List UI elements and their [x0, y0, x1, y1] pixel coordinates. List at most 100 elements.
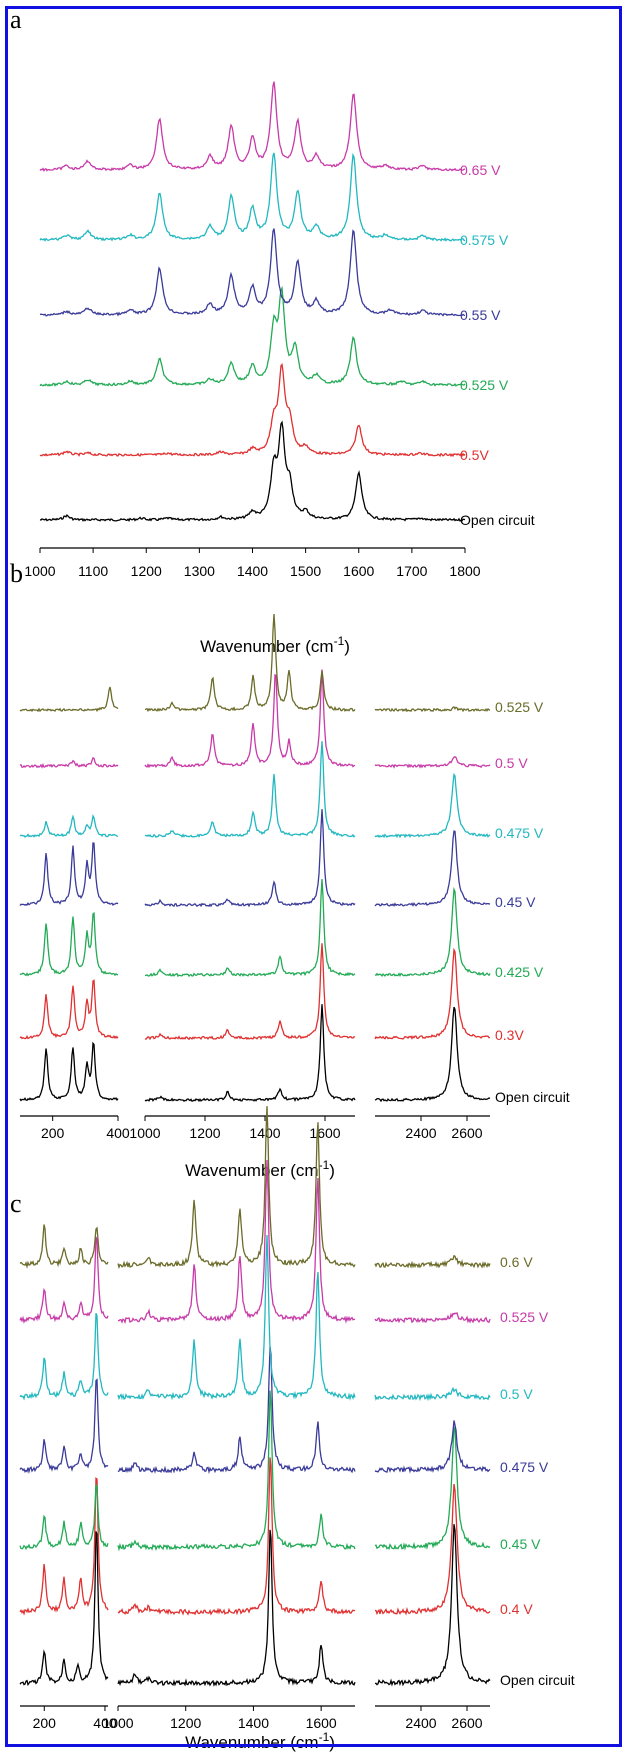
series-label: 0.55 V	[460, 307, 501, 323]
series-line-open-circuit-seg2	[374, 1006, 491, 1103]
panel-c-xlabel-close: )	[329, 1733, 335, 1752]
panel-b-xlabel-close: )	[329, 1161, 335, 1180]
series-line-0.6-v-seg2	[374, 1254, 491, 1269]
series-line-0.475-v-seg1	[144, 741, 356, 838]
series-line-0.425-v-seg1	[144, 878, 356, 978]
series-line-0.5-v-seg1	[144, 669, 356, 769]
series-line-open-circuit-seg0	[39, 420, 466, 523]
series-line-0.3v-seg1	[144, 943, 356, 1041]
x-tick-label: 1400	[237, 563, 268, 579]
panel-b: b Wavenumber (cm-1) 200 400 1000 1200 1400 16…	[10, 559, 570, 1180]
series-line-0.45-v-seg1	[117, 1390, 356, 1552]
series-label: 0.45 V	[500, 1536, 541, 1552]
series-label: 0.65 V	[460, 162, 501, 178]
x-tick-label: 200	[41, 1125, 65, 1141]
series-label: 0.45 V	[495, 894, 536, 910]
series-line-open-circuit-seg1	[117, 1529, 356, 1687]
series-line-0.45-v-seg1	[144, 809, 356, 908]
series-label: 0.525 V	[495, 699, 544, 715]
panel-a-xlabel: Wavenumber (cm-1)	[200, 634, 350, 656]
x-tick-label: 1500	[290, 563, 321, 579]
series-label: 0.3V	[495, 1027, 524, 1043]
x-tick-label: 1200	[170, 1715, 201, 1731]
series-label: 0.525 V	[460, 377, 509, 393]
x-tick-label: 2400	[405, 1125, 436, 1141]
panel-b-xlabel-sup: -1	[319, 1158, 330, 1172]
panel-a-xlabel-sup: -1	[334, 634, 345, 648]
x-tick-label: 1600	[306, 1715, 337, 1731]
series-label: 0.525 V	[500, 1309, 549, 1325]
series-label: Open circuit	[500, 1672, 575, 1688]
series-line-0.4-v-seg0	[19, 1476, 109, 1616]
x-tick-label: 1000	[102, 1715, 133, 1731]
series-line-0.45-v-seg0	[19, 1484, 109, 1551]
series-line-0.3v-seg2	[374, 947, 491, 1040]
series-line-0.525-v-seg1	[144, 614, 356, 713]
panel-b-xlabel: Wavenumber (cm-1)	[185, 1158, 335, 1180]
series-line-0.4-v-seg1	[117, 1457, 356, 1616]
series-line-0.425-v-seg2	[374, 886, 491, 978]
series-line-0.5-v-seg1	[117, 1234, 356, 1401]
series-label: 0.475 V	[500, 1459, 549, 1475]
series-label: 0.6 V	[500, 1254, 533, 1270]
series-line-0.475-v-seg0	[19, 814, 119, 838]
series-line-0.575-v-seg0	[39, 152, 466, 242]
panel-a-xlabel-close: )	[344, 637, 350, 656]
series-line-0.3v-seg0	[19, 979, 119, 1040]
x-tick-label: 1200	[189, 1125, 220, 1141]
series-line-0.475-v-seg2	[374, 1420, 491, 1474]
series-line-0.525-v-seg1	[117, 1159, 356, 1325]
series-label: Open circuit	[495, 1089, 570, 1105]
panel-c-xlabel-text: Wavenumber (cm	[185, 1733, 319, 1752]
x-tick-label: 1600	[343, 563, 374, 579]
panel-a: a Wavenumber (cm-1) 1000 1100 1200 1300 1400…	[10, 5, 535, 656]
series-line-0.525-v-seg0	[39, 285, 466, 387]
series-label: 0.475 V	[495, 825, 544, 841]
series-label: 0.425 V	[495, 964, 544, 980]
series-line-0.5-v-seg2	[374, 1386, 491, 1402]
series-line-0.4-v-seg2	[374, 1483, 491, 1616]
series-line-0.55-v-seg0	[39, 228, 466, 317]
series-line-0.475-v-seg1	[117, 1346, 356, 1475]
series-label: 0.5 V	[500, 1386, 533, 1402]
series-line-0.5-v-seg2	[374, 756, 491, 769]
x-tick-label: 200	[33, 1715, 57, 1731]
x-tick-label: 1700	[396, 563, 427, 579]
series-line-0.5-v-seg0	[19, 757, 119, 769]
x-tick-label: 400	[93, 1715, 117, 1731]
panel-b-xlabel-text: Wavenumber (cm	[185, 1161, 319, 1180]
series-line-open-circuit-seg1	[144, 1004, 356, 1103]
x-tick-label: 2600	[451, 1715, 482, 1731]
series-label: 0.5V	[460, 447, 489, 463]
panel-c-xlabel-sup: -1	[319, 1730, 330, 1744]
series-line-0.425-v-seg0	[19, 911, 119, 977]
series-label: 0.4 V	[500, 1601, 533, 1617]
series-line-0.45-v-seg2	[374, 830, 491, 908]
series-label: Open circuit	[460, 512, 535, 528]
series-line-0.45-v-seg0	[19, 842, 119, 907]
x-tick-label: 1200	[131, 563, 162, 579]
series-line-0.525-v-seg0	[19, 1236, 109, 1324]
x-tick-label: 1800	[449, 563, 480, 579]
series-line-0.6-v-seg0	[19, 1224, 109, 1269]
panel-c-letter: c	[10, 1189, 22, 1218]
panel-a-letter: a	[10, 5, 22, 34]
series-line-0.5-v-seg0	[19, 1312, 109, 1401]
series-line-open-circuit-seg2	[374, 1524, 491, 1687]
x-tick-label: 1400	[249, 1125, 280, 1141]
series-line-0.45-v-seg2	[374, 1426, 491, 1551]
series-line-0.475-v-seg2	[374, 772, 491, 839]
figure-frame	[5, 6, 622, 1747]
series-line-0.6-v-seg1	[117, 1106, 356, 1270]
series-label: 0.575 V	[460, 232, 509, 248]
series-line-0.525-v-seg2	[374, 706, 491, 713]
x-tick-label: 1100	[78, 563, 108, 579]
x-tick-label: 1400	[238, 1715, 269, 1731]
x-tick-label: 2400	[405, 1715, 436, 1731]
series-line-0.525-v-seg0	[19, 686, 119, 713]
series-line-0.475-v-seg0	[19, 1378, 109, 1474]
x-tick-label: 1300	[184, 563, 215, 579]
x-tick-label: 2600	[451, 1125, 482, 1141]
